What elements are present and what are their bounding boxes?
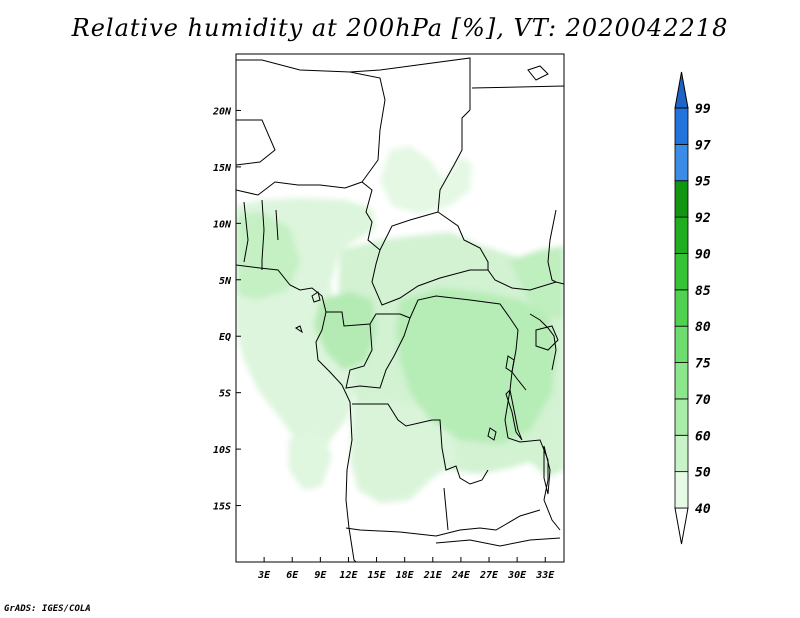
- humidity-region-north: [380, 146, 472, 214]
- colorbar-level-label: 40: [695, 502, 711, 517]
- colorbar-level-label: 75: [695, 357, 711, 372]
- border-line-9: [261, 199, 265, 270]
- latitude-axis: 20N 15N 10N 5N EQ 5S 10S 15S: [212, 106, 241, 513]
- colorbar-level-label: 95: [695, 175, 711, 190]
- longitude-axis: 3E 6E 9E 12E 15E 18E 21E 24E 27E 30E 33E: [257, 557, 555, 581]
- colorbar-level-label: 92: [695, 211, 711, 226]
- border-line-11: [275, 209, 279, 241]
- colorbar-segment: [674, 434, 689, 473]
- colorbar-segment: [674, 398, 689, 436]
- lat-tick-label: 15S: [213, 502, 231, 513]
- lake-kivu: [505, 355, 515, 373]
- colorbar-segment: [674, 289, 689, 327]
- colorbar-level-label: 97: [695, 138, 711, 153]
- humidity-region-angola: [288, 430, 332, 490]
- colorbar-level-label: 60: [695, 429, 711, 444]
- lake-mweru: [487, 427, 497, 441]
- border-line-2: [236, 57, 471, 110]
- colorbar-segment: [674, 180, 689, 218]
- colorbar-above-arrow: [674, 71, 689, 109]
- colorbar-segment: [674, 107, 689, 145]
- border-line-3: [236, 119, 276, 166]
- humidity-region-east: [510, 246, 564, 320]
- border-line-21: [511, 371, 527, 391]
- colorbar-segment: [674, 253, 689, 291]
- border-line-7: [437, 211, 489, 270]
- colorbar-segment: [674, 325, 689, 363]
- border-line-5: [379, 109, 471, 251]
- lat-tick-label: 5N: [219, 276, 232, 287]
- border-line-1: [236, 181, 564, 306]
- colorbar-level-label: 85: [695, 284, 711, 299]
- lon-tick-label: 18E: [396, 570, 415, 581]
- colorbar-level-label: 70: [695, 393, 711, 408]
- lake-malawi: [543, 445, 551, 495]
- coastline: [236, 264, 357, 562]
- colorbar-legend: 40 50 60 70 75 80 85 90 92 95 97 99: [674, 71, 711, 545]
- lat-tick-label: 10S: [213, 445, 231, 456]
- colorbar-level-label: 99: [695, 102, 711, 117]
- lon-tick-label: 9E: [314, 570, 327, 581]
- border-line-14: [352, 403, 489, 485]
- lat-tick-label: EQ: [219, 332, 231, 343]
- grads-credit: GrADS: IGES/COLA: [4, 604, 91, 614]
- border-line-8: [547, 209, 557, 283]
- colorbar-segment: [674, 362, 689, 400]
- lon-tick-label: 3E: [257, 570, 271, 581]
- border-line-16: [507, 437, 561, 531]
- map-title: Relative humidity at 200hPa [%], VT: 202…: [71, 14, 729, 42]
- border-line-6: [471, 85, 564, 89]
- lake-victoria: [535, 325, 559, 351]
- border-line-15: [409, 295, 519, 439]
- border-line-10: [243, 201, 249, 263]
- border-line-19: [443, 487, 449, 531]
- lon-tick-label: 27E: [479, 570, 499, 581]
- border-line-4: [349, 71, 386, 183]
- colorbar-level-label: 50: [695, 466, 711, 481]
- border-line-13: [345, 317, 411, 389]
- colorbar-segment: [674, 143, 689, 182]
- lon-tick-label: 33E: [535, 570, 555, 581]
- country-borders: [236, 57, 564, 562]
- lat-tick-label: 15N: [213, 163, 232, 174]
- map-frame: [235, 53, 565, 563]
- lon-tick-label: 21E: [423, 570, 443, 581]
- colorbar-below-arrow: [674, 507, 689, 545]
- colorbar-level-label: 80: [695, 320, 711, 335]
- border-line-18: [435, 537, 561, 547]
- lat-tick-label: 10N: [213, 219, 232, 230]
- border-line-20: [529, 313, 557, 371]
- colorbar-segment: [674, 216, 689, 254]
- border-line-17: [345, 509, 541, 537]
- island-1: [527, 65, 549, 81]
- lon-tick-label: 30E: [507, 570, 527, 581]
- island-3: [295, 325, 303, 334]
- island-2: [311, 291, 321, 303]
- lat-tick-label: 20N: [212, 106, 232, 117]
- colorbar-segment: [674, 471, 689, 509]
- lon-tick-label: 24E: [451, 570, 471, 581]
- lon-tick-label: 6E: [286, 570, 299, 581]
- lon-tick-label: 12E: [339, 570, 358, 581]
- colorbar-level-label: 90: [695, 247, 711, 262]
- humidity-region-south: [350, 400, 460, 503]
- lake-tanganyika: [505, 388, 523, 441]
- lon-tick-label: 15E: [368, 570, 387, 581]
- lat-tick-label: 5S: [219, 389, 231, 400]
